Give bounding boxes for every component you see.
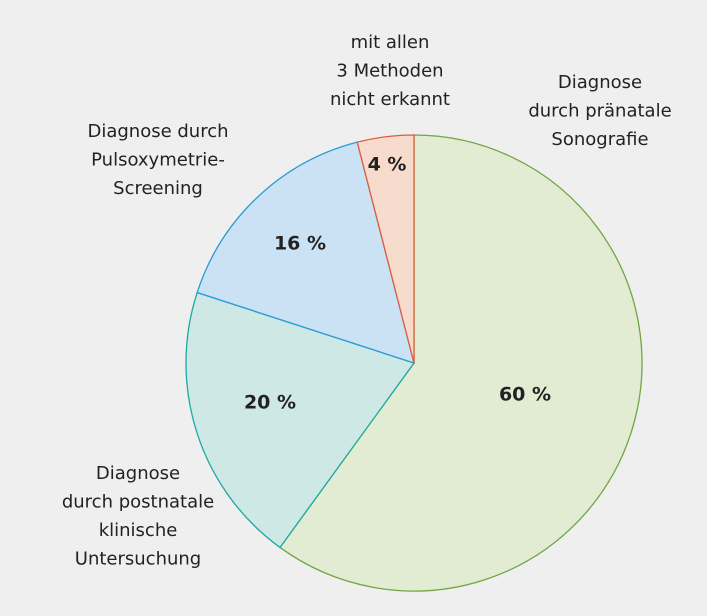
pie-slice xyxy=(196,141,415,364)
value-label: 16 % xyxy=(274,233,326,255)
pie-slice xyxy=(279,134,643,592)
value-label: 20 % xyxy=(244,392,296,414)
category-label: Diagnose durch Pulsoxymetrie-Screening xyxy=(87,121,228,199)
category-label: mit allen 3 Methoden nicht erkannt xyxy=(330,32,450,110)
pie-slice xyxy=(185,291,416,549)
value-label: 4 % xyxy=(368,154,407,176)
value-label: 60 % xyxy=(499,384,551,406)
category-label: Diagnose durch postnatale klinische Untersu… xyxy=(62,463,214,570)
pie-slice xyxy=(356,134,415,364)
category-label: Diagnose durch pränatale Sonografie xyxy=(528,72,671,150)
